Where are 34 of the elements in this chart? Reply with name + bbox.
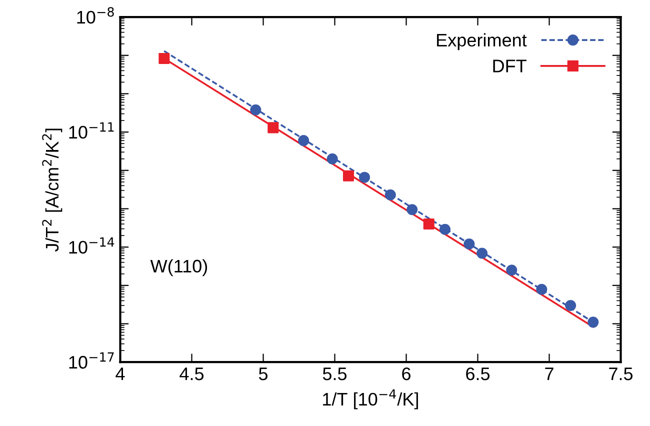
point bbox=[298, 135, 310, 146]
point bbox=[268, 122, 279, 134]
point bbox=[476, 248, 488, 259]
annotation: W(110) bbox=[150, 259, 208, 276]
y-tick-label: 10$^{−14}$ bbox=[69, 237, 114, 254]
point bbox=[326, 153, 338, 164]
x-tick-label: 4 bbox=[116, 368, 125, 380]
x-axis-title: 1/T [10$^{−4}$/K] bbox=[323, 389, 418, 410]
point bbox=[464, 238, 475, 250]
point bbox=[588, 316, 599, 328]
point bbox=[536, 284, 548, 295]
point bbox=[406, 204, 418, 216]
x-tick-label: 5.5 bbox=[322, 368, 347, 380]
y-tick-label: 10$^{−8}$ bbox=[77, 7, 114, 24]
point bbox=[358, 172, 370, 183]
x-tick-label: 6 bbox=[402, 367, 410, 380]
point bbox=[439, 224, 451, 235]
x-tick-label: 7.5 bbox=[609, 368, 633, 380]
x-tick-label: 5 bbox=[258, 368, 268, 380]
point bbox=[423, 218, 434, 230]
point bbox=[565, 300, 576, 311]
point bbox=[384, 189, 396, 200]
y-tick-label: 10$^{−17}$ bbox=[69, 352, 114, 369]
point bbox=[250, 104, 262, 116]
x-tick-label: 7 bbox=[545, 368, 554, 380]
legend-label: DFT bbox=[493, 60, 526, 72]
point bbox=[158, 52, 170, 64]
x-tick-label: 4.5 bbox=[180, 368, 204, 380]
legend-label: Experiment bbox=[437, 33, 527, 50]
point bbox=[506, 264, 518, 276]
x-tick-label: 6.5 bbox=[466, 367, 490, 380]
y-tick-label: 10$^{−11}$ bbox=[69, 122, 114, 139]
y-axis-title: J/T$^{2}$ [A/cm$^{2}$/K$^{2}$] bbox=[42, 128, 62, 252]
point bbox=[342, 170, 354, 182]
